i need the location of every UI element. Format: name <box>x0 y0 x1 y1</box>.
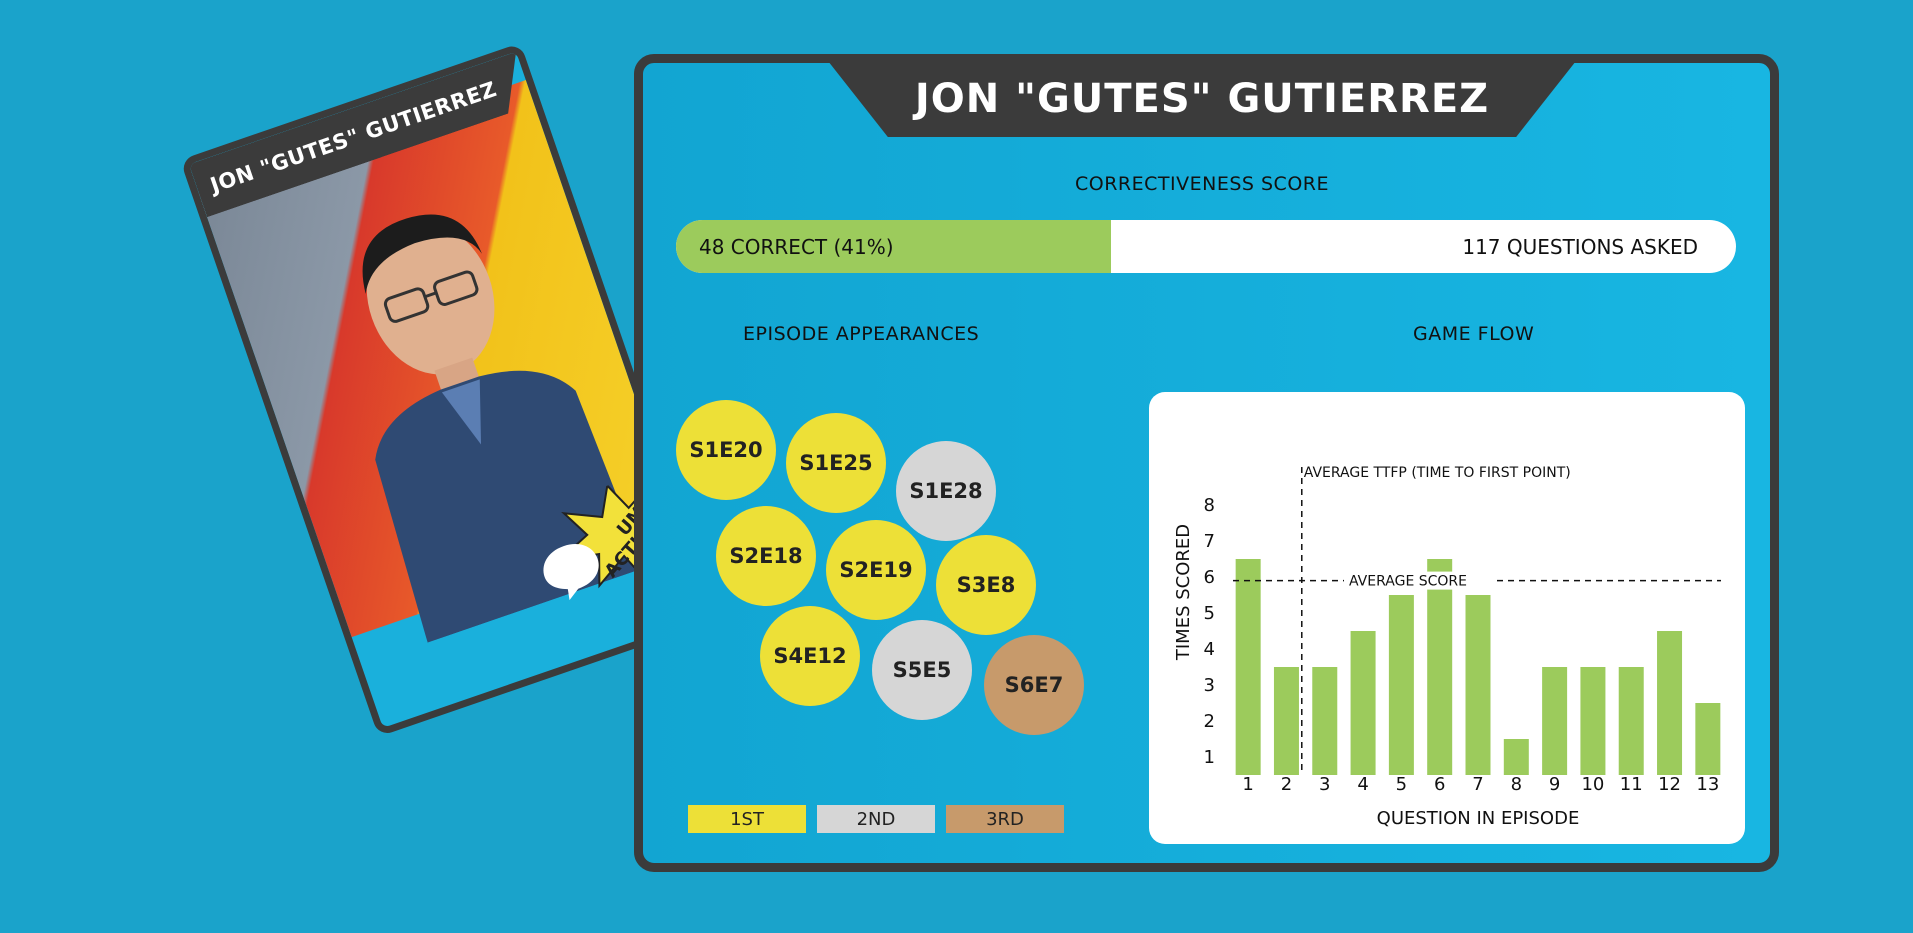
questions-asked: 117 QUESTIONS ASKED <box>1462 235 1698 259</box>
y-tick-label: 4 <box>1204 639 1215 660</box>
x-tick-label: 8 <box>1511 774 1522 795</box>
x-tick-label: 7 <box>1472 774 1483 795</box>
x-tick-label: 10 <box>1581 774 1604 795</box>
episode-bubble: S5E5 <box>872 620 972 720</box>
y-tick-label: 2 <box>1204 711 1215 732</box>
average-ttfp-label: AVERAGE TTFP (TIME TO FIRST POINT) <box>1304 465 1571 481</box>
panel-title: JON "GUTES" GUTIERREZ <box>828 61 1576 137</box>
episode-bubble: S2E19 <box>826 520 926 620</box>
episode-bubble: S1E20 <box>676 400 776 500</box>
legend-third-label: 3RD <box>986 808 1024 830</box>
correctiveness-label: CORRECTIVENESS SCORE <box>1075 173 1329 195</box>
episode-bubble: S2E18 <box>716 506 816 606</box>
legend-second: 2ND <box>817 805 935 833</box>
y-axis-label: TIMES SCORED <box>1173 524 1194 661</box>
average-score-label-bg <box>1344 571 1494 590</box>
y-tick-label: 7 <box>1204 531 1215 552</box>
bar <box>1695 703 1721 775</box>
bar <box>1273 667 1299 775</box>
bar <box>1388 595 1414 775</box>
bar <box>1542 667 1568 775</box>
x-axis-label: QUESTION IN EPISODE <box>1377 808 1580 829</box>
legend-third: 3RD <box>946 805 1064 833</box>
x-tick-label: 4 <box>1357 774 1368 795</box>
bar <box>1618 667 1644 775</box>
stats-panel: JON "GUTES" GUTIERREZ CORRECTIVENESS SCO… <box>634 54 1779 872</box>
speech-bubble-icon <box>543 544 599 601</box>
bar <box>1657 631 1683 775</box>
x-tick-label: 12 <box>1658 774 1681 795</box>
x-tick-label: 6 <box>1434 774 1445 795</box>
bar <box>1235 559 1261 775</box>
x-tick-label: 2 <box>1281 774 1292 795</box>
bar <box>1580 667 1606 775</box>
x-tick-label: 13 <box>1696 774 1719 795</box>
correctiveness-bar: 48 CORRECT (41%) 117 QUESTIONS ASKED <box>676 220 1736 273</box>
y-tick-label: 1 <box>1204 747 1215 768</box>
episode-bubble: S6E7 <box>984 635 1084 735</box>
legend-second-label: 2ND <box>856 808 896 830</box>
x-tick-label: 5 <box>1396 774 1407 795</box>
x-tick-label: 3 <box>1319 774 1330 795</box>
game-flow-chart: 1 2 3 4 5 6 7 8 9 10 11 12 13 1 2 3 4 5 6 7 8 AVERAGE SCORE AV… <box>1149 392 1745 844</box>
episode-bubble: S1E25 <box>786 413 886 513</box>
episode-bubble: S4E12 <box>760 606 860 706</box>
x-tick-label: 1 <box>1242 774 1253 795</box>
y-tick-label: 5 <box>1204 603 1215 624</box>
x-tick-label: 9 <box>1549 774 1560 795</box>
bar <box>1312 667 1338 775</box>
legend-first-label: 1ST <box>730 808 764 830</box>
correct-count: 48 CORRECT (41%) <box>699 235 894 259</box>
bar <box>1465 595 1491 775</box>
episode-bubble: S3E8 <box>936 535 1036 635</box>
y-tick-label: 8 <box>1204 495 1215 516</box>
episodes-label: EPISODE APPEARANCES <box>743 323 980 345</box>
episode-bubble: S1E28 <box>896 441 996 541</box>
y-tick-label: 3 <box>1204 675 1215 696</box>
bar <box>1503 739 1529 775</box>
legend-first: 1ST <box>688 805 806 833</box>
correct-fill <box>676 220 1111 273</box>
bar <box>1427 559 1453 775</box>
x-tick-label: 11 <box>1620 774 1643 795</box>
average-score-label: AVERAGE SCORE <box>1349 574 1467 590</box>
gameflow-label: GAME FLOW <box>1413 323 1535 345</box>
y-tick-label: 6 <box>1204 567 1215 588</box>
bar <box>1350 631 1376 775</box>
